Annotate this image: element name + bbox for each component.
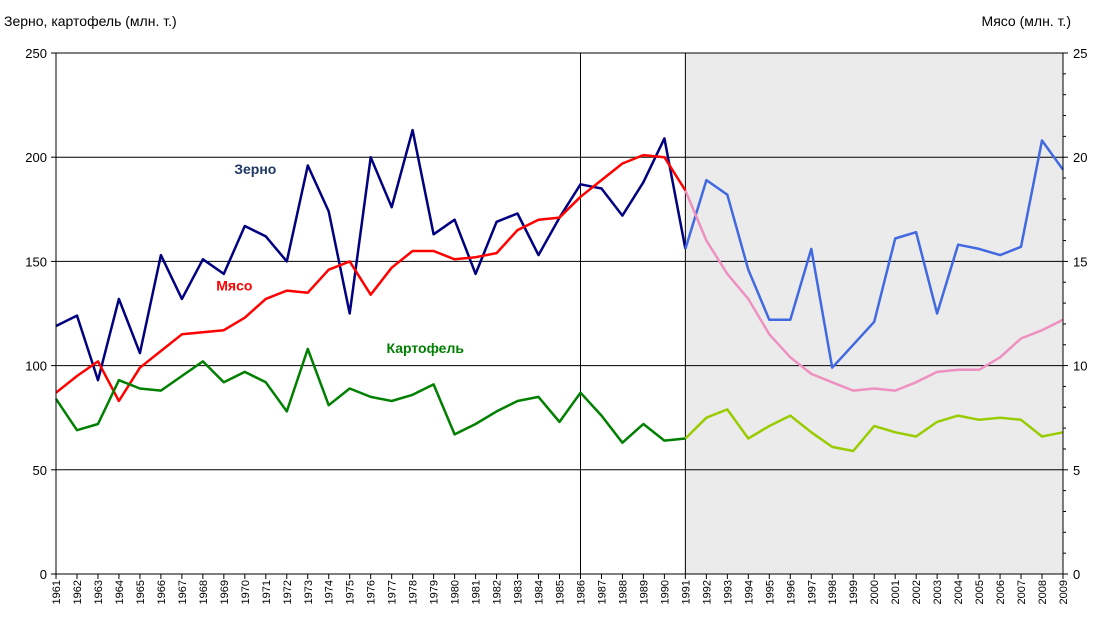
x-tick-label: 1978 bbox=[408, 580, 420, 604]
x-tick-label: 1985 bbox=[555, 580, 567, 604]
x-tick-label: 2008 bbox=[1037, 580, 1049, 604]
x-tick-label: 1982 bbox=[492, 580, 504, 604]
series-lines bbox=[54, 128, 1065, 453]
series-line-2-russia bbox=[684, 408, 1064, 453]
x-tick-label: 1999 bbox=[848, 580, 860, 604]
x-tick-label: 1975 bbox=[345, 580, 357, 604]
x-tick-label: 2004 bbox=[953, 580, 965, 604]
x-tick-label: 2002 bbox=[911, 580, 923, 604]
x-tick-label: 2005 bbox=[974, 580, 986, 604]
x-tick-label: 1963 bbox=[93, 580, 105, 604]
vertical-markers bbox=[579, 53, 686, 574]
x-tick-label: 1998 bbox=[827, 580, 839, 604]
x-tick-label: 1986 bbox=[575, 580, 587, 604]
x-tick-label: 1968 bbox=[198, 580, 210, 604]
left-tick-label: 0 bbox=[40, 567, 47, 582]
left-tick-label: 150 bbox=[25, 254, 47, 269]
x-tick-label: 1964 bbox=[114, 580, 126, 604]
x-tick-label: 1974 bbox=[324, 580, 336, 604]
left-tick-label: 50 bbox=[33, 463, 47, 478]
right-tick-label: 15 bbox=[1073, 254, 1087, 269]
x-tick-label: 1993 bbox=[722, 580, 734, 604]
x-tick-label: 1965 bbox=[135, 580, 147, 604]
x-tick-label: 2003 bbox=[932, 580, 944, 604]
x-tick-label: 1995 bbox=[764, 580, 776, 604]
x-tick-label: 1966 bbox=[156, 580, 168, 604]
right-tick-label: 10 bbox=[1073, 359, 1087, 374]
x-tick-label: 1972 bbox=[282, 580, 294, 604]
series-label-0: Зерно bbox=[234, 161, 276, 177]
x-tick-label: 1987 bbox=[596, 580, 608, 604]
x-tick-label: 1973 bbox=[303, 580, 315, 604]
x-tick-label: 1989 bbox=[638, 580, 650, 604]
x-tick-label: 1979 bbox=[429, 580, 441, 604]
x-tick-label: 1996 bbox=[785, 580, 797, 604]
series-line-0-russia bbox=[684, 139, 1065, 369]
x-tick-label: 1997 bbox=[806, 580, 818, 604]
right-tick-label: 0 bbox=[1073, 567, 1080, 582]
shaded-region bbox=[685, 53, 1063, 574]
left-tick-label: 200 bbox=[25, 150, 47, 165]
x-tick-label: 1984 bbox=[534, 580, 546, 604]
x-tick-label: 1971 bbox=[261, 580, 273, 604]
series-line-0-ussr bbox=[55, 128, 687, 382]
right-tick-label: 5 bbox=[1073, 463, 1080, 478]
x-tick-label: 2000 bbox=[869, 580, 881, 604]
right-axis-title: Мясо (млн. т.) bbox=[982, 13, 1071, 29]
x-tick-label: 1990 bbox=[659, 580, 671, 604]
left-axis-title: Зерно, картофель (млн. т.) bbox=[4, 13, 177, 29]
series-labels: Зерно Мясо Картофель bbox=[216, 161, 464, 356]
x-tick-label: 2007 bbox=[1016, 580, 1028, 604]
series-line-2-ussr bbox=[54, 347, 686, 444]
series-label-1: Мясо bbox=[216, 278, 252, 294]
x-tick-label: 1980 bbox=[450, 580, 462, 604]
x-tick-label: 1961 bbox=[51, 580, 63, 604]
x-tick-label: 2006 bbox=[995, 580, 1007, 604]
x-tick-label: 1962 bbox=[72, 580, 84, 604]
x-tick-label: 1981 bbox=[471, 580, 483, 604]
x-tick-label: 1988 bbox=[617, 580, 629, 604]
right-tick-label: 20 bbox=[1073, 150, 1087, 165]
x-tick-label: 2001 bbox=[890, 580, 902, 604]
x-tick-label: 1983 bbox=[513, 580, 525, 604]
x-tick-label: 1976 bbox=[366, 580, 378, 604]
x-tick-label: 1967 bbox=[177, 580, 189, 604]
x-tick-label: 1977 bbox=[387, 580, 399, 604]
x-tick-label: 1994 bbox=[743, 580, 755, 604]
x-tick-label: 2009 bbox=[1058, 580, 1070, 604]
x-tick-label: 1992 bbox=[701, 580, 713, 604]
left-tick-label: 250 bbox=[25, 46, 47, 61]
x-tick-label: 1970 bbox=[240, 580, 252, 604]
series-line-1-ussr bbox=[55, 153, 687, 403]
x-tick-label: 1991 bbox=[680, 580, 692, 604]
left-tick-label: 100 bbox=[25, 359, 47, 374]
right-tick-label: 25 bbox=[1073, 46, 1087, 61]
series-line-1-russia bbox=[684, 190, 1064, 392]
x-tick-label: 1969 bbox=[219, 580, 231, 604]
series-label-2: Картофель bbox=[387, 340, 465, 356]
axes: 0 50 100 150 200 250 0 5 10 15 20 25 1961 1962 1963 196… bbox=[25, 46, 1087, 604]
